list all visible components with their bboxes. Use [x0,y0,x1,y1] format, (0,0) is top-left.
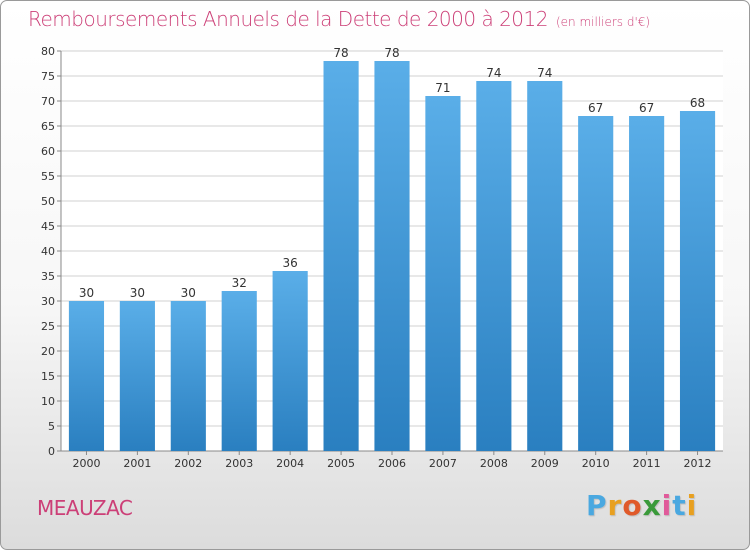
x-tick-label: 2010 [582,457,610,470]
data-label: 78 [333,46,348,60]
y-tick-label: 60 [41,145,55,158]
x-tick-label: 2009 [531,457,559,470]
data-label: 30 [181,286,196,300]
x-tick-label: 2006 [378,457,406,470]
y-tick-label: 70 [41,95,55,108]
x-tick-label: 2003 [225,457,253,470]
y-tick-label: 45 [41,220,55,233]
x-tick-label: 2005 [327,457,355,470]
y-tick-label: 30 [41,295,55,308]
x-tick-label: 2008 [480,457,508,470]
y-tick-label: 25 [41,320,55,333]
data-label: 67 [588,101,603,115]
y-tick-label: 20 [41,345,55,358]
bar [221,291,257,451]
y-tick-label: 50 [41,195,55,208]
bar [119,301,155,451]
x-tick-label: 2012 [684,457,712,470]
y-tick-label: 55 [41,170,55,183]
data-label: 30 [79,286,94,300]
y-tick-label: 40 [41,245,55,258]
y-tick-label: 10 [41,395,55,408]
data-label: 71 [435,81,450,95]
y-tick-label: 80 [41,45,55,58]
logo-letter: i [686,489,698,522]
bar [527,81,563,451]
x-tick-label: 2001 [123,457,151,470]
bar [374,61,410,451]
bar [170,301,206,451]
bar [679,111,716,451]
y-tick-label: 65 [41,120,55,133]
y-tick-label: 15 [41,370,55,383]
logo-letter: i [661,489,673,522]
logo-letter: x [642,489,662,522]
data-label: 78 [384,46,399,60]
logo-letter: r [607,489,623,522]
bar [272,271,308,451]
logo-letter: P [586,489,608,522]
commune-name: MEAUZAC [37,496,133,520]
bar [578,116,614,451]
data-label: 30 [130,286,145,300]
bar [425,96,461,451]
proxiti-logo: Proxiti [586,489,697,522]
x-tick-label: 2011 [633,457,661,470]
data-label: 74 [537,66,552,80]
y-tick-label: 75 [41,70,55,83]
bar [68,301,105,451]
data-label: 68 [690,96,705,110]
chart-title: Remboursements Annuels de la Dette de 20… [28,7,650,31]
bar [323,61,359,451]
x-tick-label: 2004 [276,457,304,470]
data-label: 36 [283,256,298,270]
data-label: 32 [232,276,247,290]
y-tick-label: 35 [41,270,55,283]
y-tick-label: 5 [48,420,55,433]
x-tick-label: 2002 [174,457,202,470]
bar [476,81,512,451]
logo-letter: t [672,489,687,522]
data-label: 74 [486,66,501,80]
x-tick-label: 2007 [429,457,457,470]
y-tick-label: 0 [48,445,55,458]
data-label: 67 [639,101,654,115]
chart-title-text: Remboursements Annuels de la Dette de 20… [28,7,548,31]
x-tick-label: 2000 [72,457,100,470]
logo-letter: o [622,489,643,522]
bar [629,116,665,451]
chart-unit: (en milliers d'€) [555,15,651,29]
